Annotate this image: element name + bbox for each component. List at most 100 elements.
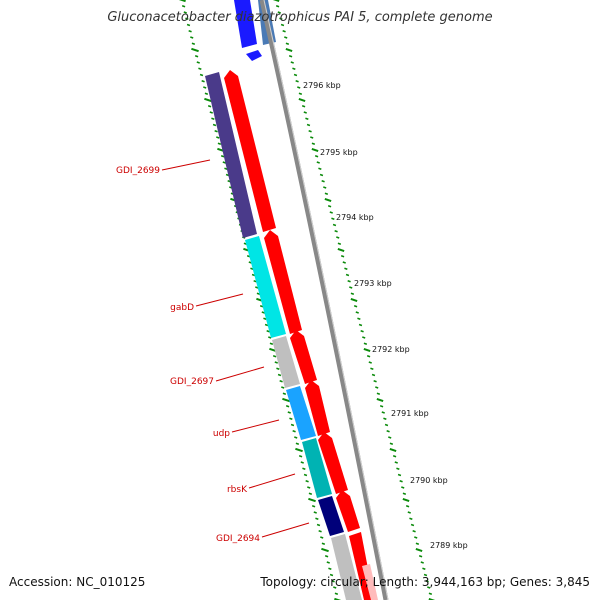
gene-bar-lower-grey — [331, 534, 362, 600]
gene-label-GDI_2694[interactable]: GDI_2694 — [216, 534, 260, 544]
gene-label-GDI_2697[interactable]: GDI_2697 — [170, 377, 214, 387]
leader-GDI_2697 — [215, 366, 265, 382]
outer-ruler-tick — [345, 273, 350, 277]
ruler-label: 2795 kbp — [320, 148, 358, 157]
outer-ruler-tick — [360, 330, 364, 333]
outer-ruler-tick — [409, 517, 413, 520]
outer-ruler-tick — [301, 105, 306, 108]
outer-ruler-tick — [275, 5, 280, 8]
inner-ruler-tick — [256, 292, 261, 295]
outer-ruler-tick — [279, 17, 283, 20]
outer-ruler-tick — [381, 411, 385, 414]
outer-ruler-tick — [334, 230, 338, 233]
outer-ruler-tick — [337, 242, 342, 245]
outer-ruler-tick — [310, 136, 314, 139]
ruler-label: 2796 kbp — [303, 81, 341, 90]
inner-ruler-tick — [282, 397, 290, 403]
gene-label-rbsK[interactable]: rbsK — [227, 485, 248, 495]
inner-ruler-tick — [289, 417, 293, 420]
outer-ruler-tick — [327, 205, 332, 208]
outer-ruler-tick — [353, 305, 358, 308]
gene-label-leaders — [161, 159, 310, 538]
inner-ruler-tick — [326, 561, 330, 564]
outer-ruler-tick — [363, 348, 371, 352]
gene-bar-GDI_2694 — [318, 496, 344, 536]
outer-ruler-tick — [323, 186, 327, 189]
outer-ruler-tick — [386, 430, 390, 433]
outer-ruler-tick — [303, 111, 307, 114]
gene-label-gabD[interactable]: gabD — [170, 303, 194, 313]
outer-ruler-tick — [288, 55, 293, 58]
outer-ruler-tick — [295, 80, 299, 83]
inner-ruler-tick — [287, 411, 291, 414]
inner-ruler-tick — [196, 61, 200, 64]
inner-ruler-tick — [315, 517, 319, 520]
outer-ruler-tick — [311, 142, 316, 145]
inner-ruler-tick — [298, 455, 303, 458]
inner-ruler-tick — [292, 430, 296, 433]
top-blue-arrow-tip — [246, 50, 262, 61]
cds-arrow-3 — [290, 330, 317, 384]
outer-ruler-tick — [402, 498, 410, 502]
inner-ruler-tick — [261, 311, 265, 314]
inner-ruler-tick — [190, 36, 194, 39]
inner-ruler-tick — [199, 73, 204, 77]
outer-ruler-tick — [379, 405, 384, 408]
inner-ruler-tick — [311, 505, 316, 508]
ruler-label: 2794 kbp — [336, 213, 374, 222]
gene-bar-gabD — [245, 236, 286, 338]
leader-GDI_2699 — [161, 159, 211, 171]
outer-ruler-tick — [402, 492, 407, 495]
inner-ruler-tick — [266, 330, 270, 333]
outer-ruler-tick — [410, 523, 415, 527]
inner-ruler-tick — [303, 473, 308, 477]
outer-ruler-tick — [420, 561, 424, 564]
outer-ruler-tick — [342, 261, 346, 264]
outer-ruler-tick — [396, 467, 400, 470]
inner-ruler-tick — [272, 355, 277, 358]
outer-ruler-tick — [331, 217, 335, 220]
inner-ruler-tick — [321, 542, 326, 545]
gene-bar-GDI_2697 — [272, 336, 300, 388]
inner-ruler-tick — [203, 86, 207, 89]
inner-ruler-tick — [264, 323, 269, 327]
inner-ruler-tick — [222, 161, 226, 164]
gene-label-GDI_2699[interactable]: GDI_2699 — [116, 166, 160, 176]
outer-ruler-tick — [370, 367, 374, 370]
outer-ruler-ticks — [272, 0, 436, 600]
outer-ruler-tick — [401, 486, 405, 489]
inner-ruler-tick — [269, 342, 274, 345]
inner-ruler-tick — [302, 467, 306, 470]
outer-ruler-tick — [388, 436, 392, 439]
outer-ruler-tick — [414, 536, 418, 539]
outer-ruler-tick — [425, 580, 429, 583]
inner-ruler-tick — [186, 23, 191, 27]
inner-ruler-tick — [313, 511, 317, 514]
outer-ruler-tick — [308, 130, 312, 133]
inner-ruler-tick — [263, 317, 267, 320]
outer-ruler-tick — [298, 92, 303, 95]
gene-label-udp[interactable]: udp — [213, 429, 230, 439]
inner-ruler-tick — [285, 405, 290, 408]
outer-ruler-tick — [316, 161, 320, 164]
outer-ruler-tick — [399, 480, 403, 483]
inner-ruler-tick — [212, 123, 217, 127]
outer-ruler-tick — [383, 417, 387, 420]
inner-ruler-tick — [320, 536, 324, 539]
outer-ruler-tick — [329, 211, 333, 214]
outer-ruler-tick — [366, 355, 371, 358]
inner-ruler-tick — [268, 336, 272, 339]
inner-ruler-tick — [178, 0, 186, 3]
outer-ruler-tick — [350, 292, 355, 295]
outer-ruler-tick — [376, 392, 381, 395]
inner-ruler-tick — [334, 597, 342, 600]
inner-ruler-tick — [316, 523, 321, 527]
outer-ruler-tick — [376, 398, 384, 402]
genome-backbone — [259, 0, 389, 600]
inner-ruler-tick — [300, 461, 304, 464]
outer-ruler-tick — [368, 361, 372, 364]
outer-ruler-tick — [285, 48, 293, 52]
outer-ruler-tick — [280, 23, 285, 27]
inner-ruler-tick — [318, 530, 322, 533]
